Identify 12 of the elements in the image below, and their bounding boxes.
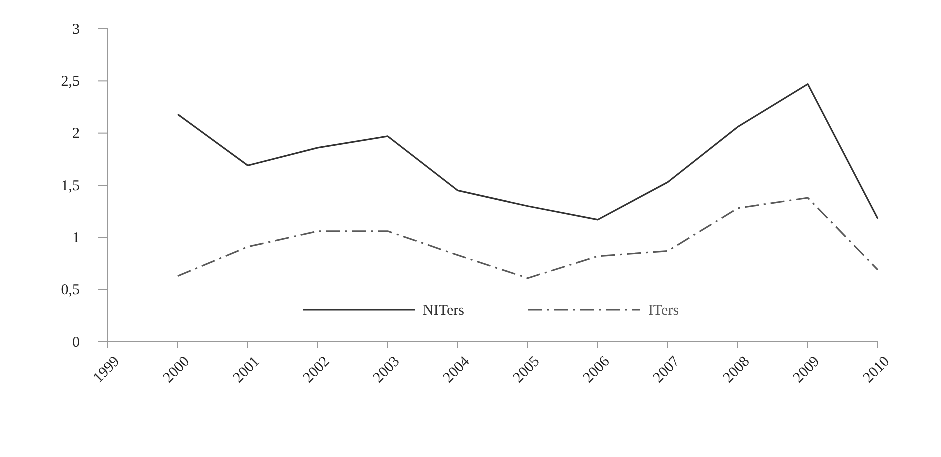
y-tick-label: 1,5 bbox=[61, 178, 80, 194]
line-series bbox=[177, 83, 879, 221]
y-tick-label: 2,5 bbox=[61, 74, 80, 90]
y-tick-label: 2 bbox=[72, 126, 80, 142]
y-tick-label: 1 bbox=[72, 230, 80, 246]
y-tick-label: 0 bbox=[72, 334, 80, 351]
y-tick-label: 3 bbox=[72, 22, 80, 38]
y-tick-label: 0,5 bbox=[61, 282, 80, 299]
text: NITers bbox=[423, 303, 465, 319]
x-tick-label: 2001 bbox=[230, 354, 264, 386]
text: ITers bbox=[648, 303, 680, 319]
line-series bbox=[177, 197, 879, 280]
